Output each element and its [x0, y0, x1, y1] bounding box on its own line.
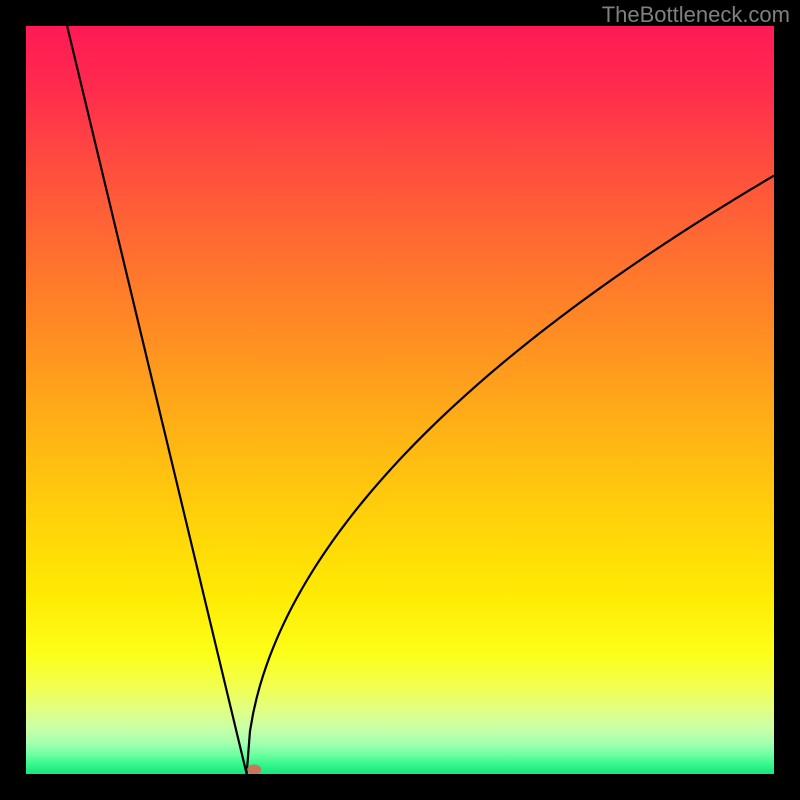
watermark-text: TheBottleneck.com — [602, 2, 790, 28]
plot-background — [26, 26, 774, 774]
chart-frame: TheBottleneck.com — [0, 0, 800, 800]
plot-svg — [26, 26, 774, 774]
plot-area — [26, 26, 774, 774]
